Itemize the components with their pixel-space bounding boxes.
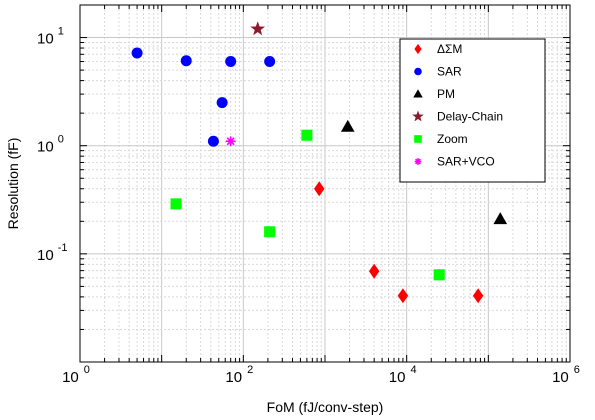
zoom-point bbox=[170, 198, 182, 210]
legend-marker bbox=[413, 89, 423, 98]
sar-point bbox=[216, 97, 228, 109]
pm-point bbox=[493, 212, 508, 225]
data-points bbox=[131, 21, 508, 304]
x-tick-label: 10 6 bbox=[552, 364, 580, 386]
sar-point bbox=[180, 55, 192, 67]
delta-sigma-point bbox=[368, 263, 380, 279]
legend-marker bbox=[414, 135, 422, 143]
y-tick-label: 10 0 bbox=[37, 134, 64, 156]
legend-label: Zoom bbox=[437, 132, 468, 146]
x-tick-labels: 10 0 10 2 10 4 10 6 bbox=[62, 364, 580, 386]
pm-point bbox=[340, 119, 355, 132]
delta-sigma-point bbox=[397, 288, 409, 304]
legend-marker bbox=[414, 67, 422, 76]
delay-chain-point bbox=[250, 21, 266, 36]
sar-point bbox=[131, 47, 143, 59]
legend-label: PM bbox=[437, 87, 455, 101]
legend-items: ΔΣΜ SAR PM Delay-Chain Zoom SAR+VCO bbox=[412, 42, 503, 169]
legend-label: SAR+VCO bbox=[437, 155, 495, 169]
legend-label: SAR bbox=[437, 65, 462, 79]
zoom-point bbox=[301, 129, 313, 141]
legend-label: Delay-Chain bbox=[437, 110, 503, 124]
legend-marker bbox=[414, 158, 422, 165]
sar-point bbox=[207, 135, 219, 147]
tick-marks bbox=[79, 4, 570, 363]
sar-point bbox=[225, 56, 237, 68]
zoom-point bbox=[433, 269, 445, 281]
x-tick-label: 10 2 bbox=[225, 364, 253, 386]
x-tick-label: 10 0 bbox=[62, 364, 90, 386]
y-tick-label: 10 -1 bbox=[37, 242, 67, 264]
legend-marker bbox=[412, 110, 424, 122]
y-axis-title: Resolution (fF) bbox=[5, 138, 21, 230]
legend-box bbox=[399, 38, 546, 183]
x-tick-label: 10 4 bbox=[389, 364, 417, 386]
sar-vco-point bbox=[225, 136, 236, 147]
legend-label: ΔΣΜ bbox=[437, 42, 462, 56]
legend-marker bbox=[414, 43, 422, 55]
x-axis-title: FoM (fJ/conv-step) bbox=[267, 399, 384, 415]
y-tick-label: 10 1 bbox=[37, 26, 64, 48]
delta-sigma-point bbox=[314, 181, 325, 197]
zoom-point bbox=[264, 226, 276, 238]
delta-sigma-point bbox=[472, 288, 484, 304]
sar-point bbox=[264, 56, 276, 68]
legend: ΔΣΜ SAR PM Delay-Chain Zoom SAR+VCO bbox=[399, 38, 546, 183]
